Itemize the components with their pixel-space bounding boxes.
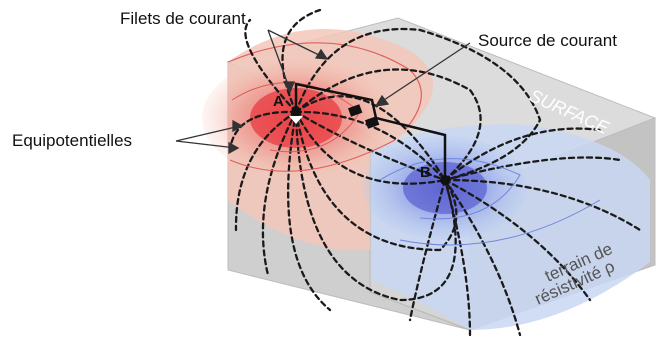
equipotential-line xyxy=(229,139,396,172)
field-line xyxy=(443,178,472,337)
label-current-lines: Filets de courant xyxy=(120,9,246,28)
field-line xyxy=(443,156,622,182)
field-line xyxy=(281,8,322,114)
arrowhead xyxy=(228,141,240,155)
label-electrode-a: A xyxy=(273,93,284,110)
field-line xyxy=(294,110,457,302)
red-hemisphere-edge xyxy=(227,42,422,131)
equipotential-line xyxy=(399,199,601,246)
current-circuit xyxy=(289,82,450,185)
electrode-a xyxy=(291,107,301,117)
callout-line xyxy=(267,29,291,91)
arrowhead xyxy=(374,94,390,107)
arrowhead xyxy=(282,81,295,94)
field-line xyxy=(294,110,458,252)
field-line xyxy=(294,95,447,182)
field-line xyxy=(408,178,447,322)
callout-line xyxy=(267,29,326,59)
label-current-source: Source de courant xyxy=(478,31,617,50)
field-line xyxy=(244,18,298,114)
field-line xyxy=(443,127,602,182)
field-line xyxy=(234,110,298,232)
field-line xyxy=(294,110,447,185)
arrowhead xyxy=(314,48,329,60)
callout-line xyxy=(377,42,471,105)
field-line xyxy=(443,178,642,232)
label-equipotentials: Equipotentielles xyxy=(12,131,132,150)
current-source-box xyxy=(364,116,380,129)
current-field-lines xyxy=(228,8,642,337)
label-electrode-b: B xyxy=(420,164,431,181)
electrode-a-marker xyxy=(289,116,303,124)
equipotential-line xyxy=(379,158,521,220)
cable xyxy=(294,82,447,178)
field-line xyxy=(294,110,447,182)
arrowhead xyxy=(232,119,244,133)
field-line xyxy=(443,178,592,302)
field-line xyxy=(294,27,542,182)
field-line xyxy=(294,68,482,182)
field-line xyxy=(261,110,298,277)
electrode-b xyxy=(440,175,450,185)
field-line xyxy=(228,110,298,152)
field-line xyxy=(294,110,447,182)
callouts xyxy=(175,29,471,155)
current-source-box xyxy=(347,104,363,117)
callout-line xyxy=(175,140,237,149)
field-line xyxy=(443,178,522,337)
field-line xyxy=(287,110,332,312)
callout-line xyxy=(175,125,241,142)
